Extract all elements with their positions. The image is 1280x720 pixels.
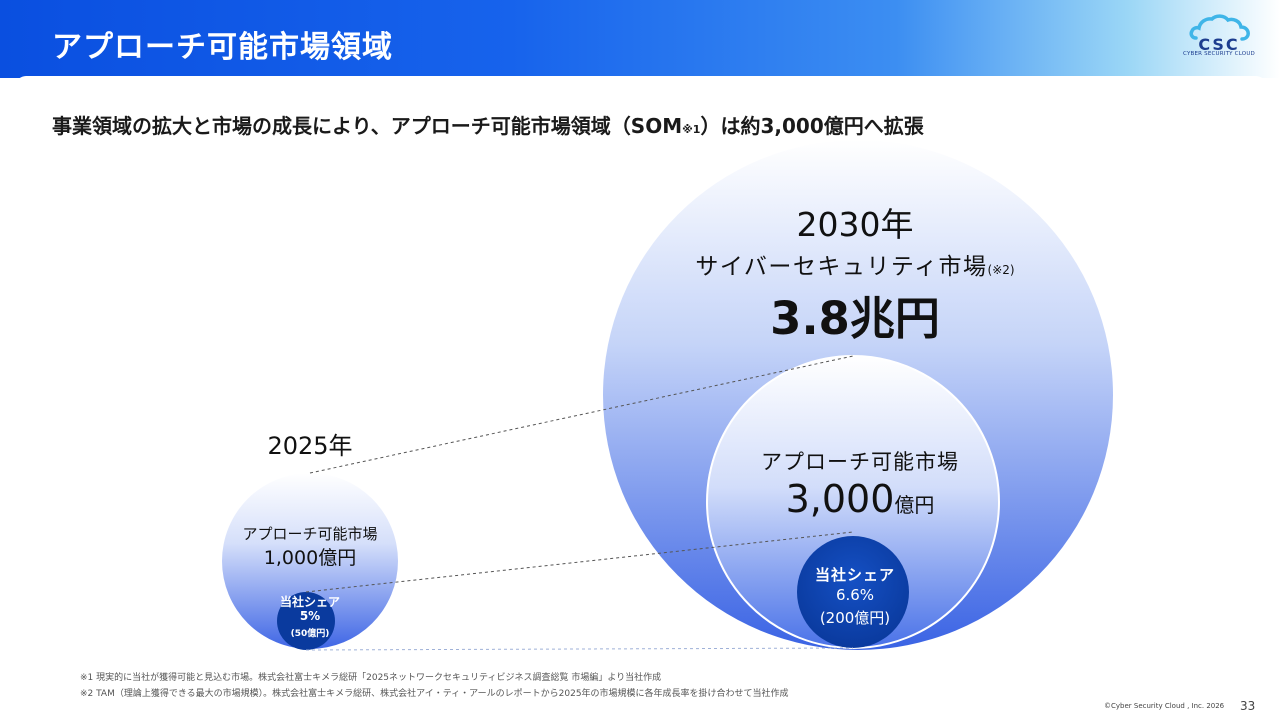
market-2030-text: サイバーセキュリティ市場 — [695, 254, 988, 280]
connector-line-mid — [305, 531, 854, 593]
share-2030-circle — [797, 536, 909, 648]
share-2030-percent: 6.6% — [835, 586, 875, 604]
subtitle-note: ※1 — [682, 123, 701, 136]
header-bar: アプローチ可能市場領域 — [0, 0, 1280, 78]
share-2030-label: 当社シェア — [814, 566, 895, 584]
approach-2030-number: 3,000 — [785, 477, 895, 521]
year-2025-label: 2025年 — [267, 432, 353, 460]
footnote-1: ※1 現実的に当社が獲得可能と見込む市場。株式会社富士キメラ総研「2025ネット… — [80, 673, 662, 683]
subtitle-main: 事業領域の拡大と市場の成長により、アプローチ可能市場領域（SOM — [52, 114, 683, 138]
approach-2025-value: 1,000億円 — [263, 547, 357, 569]
share-2025-circle — [277, 592, 335, 650]
approach-2025-circle — [222, 473, 398, 649]
cloud-logo-icon: CSC — [1189, 14, 1250, 54]
logo-subtext: CYBER SECURITY CLOUD — [1183, 51, 1255, 57]
share-2025-amount: (50億円) — [290, 629, 330, 639]
approach-2025-label: アプローチ可能市場 — [242, 525, 378, 543]
market-2030-value: 3.8兆円 — [770, 292, 940, 345]
market-2030-label: サイバーセキュリティ市場(※2) — [640, 247, 1070, 281]
approach-2030-value: 3,000億円 — [710, 477, 1010, 521]
share-2025-percent: 5% — [299, 609, 321, 623]
page-number: 33 — [1240, 699, 1256, 713]
copyright-text: ©Cyber Security Cloud , Inc. 2026 — [1104, 702, 1225, 710]
page-title: アプローチ可能市場領域 — [52, 30, 393, 65]
share-2025-label: 当社シェア — [279, 595, 340, 609]
logo-text: CSC — [1198, 35, 1239, 54]
approach-2030-unit: 億円 — [894, 493, 935, 517]
year-2030-label: 2030年 — [796, 205, 914, 244]
share-2030-amount: (200億円) — [819, 609, 891, 627]
slide-subtitle: 事業領域の拡大と市場の成長により、アプローチ可能市場領域（SOM※1）は約3,0… — [52, 110, 924, 139]
connector-line-top — [309, 355, 854, 474]
market-2030-note: (※2) — [987, 263, 1015, 277]
footnote-2: ※2 TAM（理論上獲得できる最大の市場規模）。株式会社富士キメラ総研、株式会社… — [80, 689, 789, 699]
approach-2030-label: アプローチ可能市場 — [761, 450, 959, 474]
subtitle-rest: ）は約3,000億円へ拡張 — [700, 114, 924, 138]
connector-line-bottom — [305, 647, 854, 651]
